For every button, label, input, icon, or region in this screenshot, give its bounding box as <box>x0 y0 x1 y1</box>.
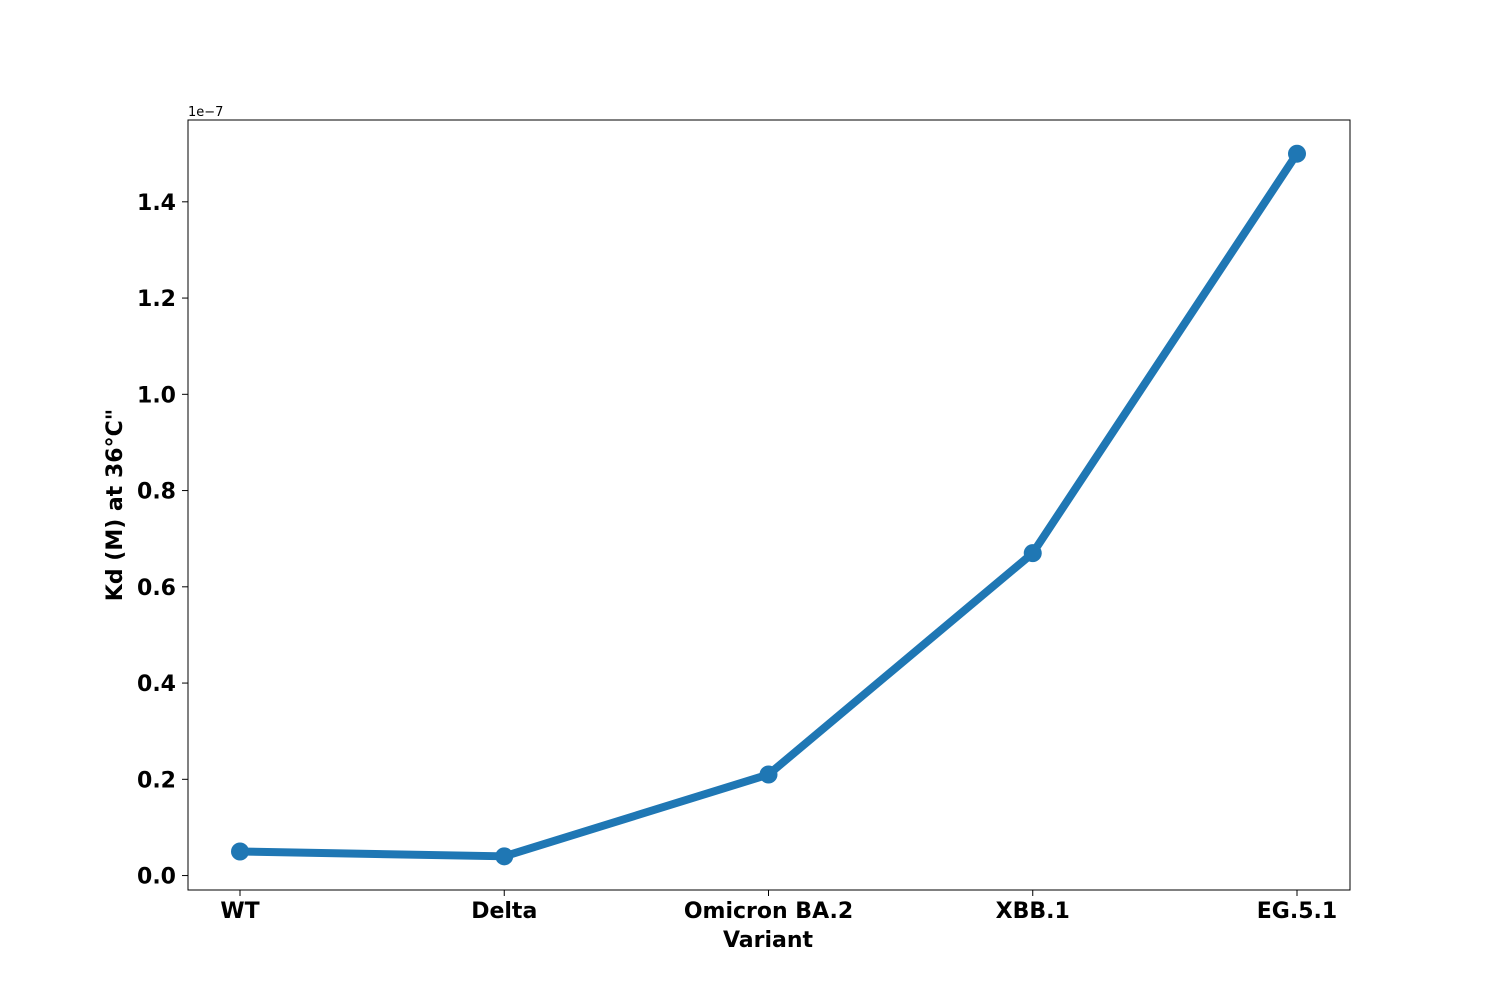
y-tick-label: 1.0 <box>137 383 176 408</box>
x-tick-label: EG.5.1 <box>1257 899 1337 924</box>
x-tick-label: WT <box>220 899 259 924</box>
x-tick-label: Delta <box>471 899 537 924</box>
x-tick-label: Omicron BA.2 <box>684 899 853 924</box>
y-tick-label: 0.8 <box>137 480 176 505</box>
plot-area <box>231 144 1306 866</box>
data-point <box>759 765 778 784</box>
y-tick-label: 1.2 <box>137 287 176 312</box>
data-point <box>495 847 514 866</box>
x-axis-ticks: WT Delta Omicron BA.2 XBB.1 EG.5.1 <box>220 890 1337 924</box>
x-tick-label: XBB.1 <box>996 899 1070 924</box>
data-point <box>1288 144 1306 163</box>
y-axis-label: Kd (M) at 36°C" <box>103 409 128 601</box>
y-tick-label: 0.6 <box>137 576 176 601</box>
y-tick-label: 0.4 <box>137 672 176 697</box>
y-tick-label: 1.4 <box>137 191 176 216</box>
y-tick-label: 0.2 <box>137 768 176 793</box>
y-axis-offset-text: 1e−7 <box>188 105 223 120</box>
y-axis-ticks: 0.0 0.2 0.4 0.6 0.8 1.0 1.2 1.4 <box>137 191 188 890</box>
x-axis-label: Variant <box>723 928 814 953</box>
y-tick-label: 0.0 <box>137 865 176 890</box>
data-point <box>231 842 249 861</box>
data-point <box>1023 544 1042 563</box>
